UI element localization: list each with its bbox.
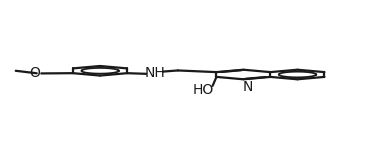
- Text: NH: NH: [144, 66, 165, 80]
- Text: N: N: [243, 81, 253, 95]
- Text: O: O: [29, 66, 40, 80]
- Text: HO: HO: [192, 83, 214, 97]
